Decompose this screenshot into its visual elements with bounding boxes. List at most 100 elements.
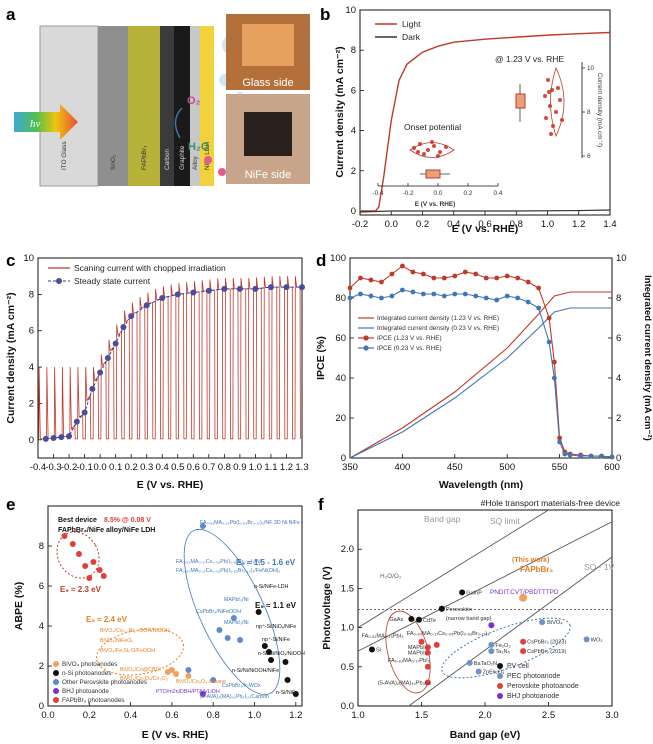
legend-dark: Dark xyxy=(402,32,421,42)
point-label: BaTaO₂N xyxy=(474,661,497,667)
ipce-123-point xyxy=(431,275,437,281)
photovoltage-point xyxy=(488,648,495,655)
y-tick-label: 2 xyxy=(39,661,44,672)
point-label: Ta₃N₅ xyxy=(495,649,509,655)
inset-x-tick-label: 0.2 xyxy=(464,190,473,197)
bhj-point xyxy=(199,691,206,697)
legend-ipce023-marker xyxy=(363,345,369,351)
point-label: GaAs xyxy=(389,617,403,623)
ipce-123-point xyxy=(441,275,447,281)
photovoltage-point xyxy=(418,638,425,645)
photovoltage-point xyxy=(424,679,431,686)
ipce-123-point xyxy=(515,275,521,281)
y2-tick-label: 6 xyxy=(616,333,621,344)
panel-e-ticks: 0.0 0.2 0.4 0.6 0.8 1.0 1.2 0 2 4 6 8 xyxy=(39,541,303,721)
onset-data-point xyxy=(432,144,436,148)
photo-nife-label: NiFe side xyxy=(245,169,291,181)
inset-x-tick-label: -0.4 xyxy=(372,190,383,197)
panel-f-title: #Hole transport materials-free device xyxy=(481,498,621,508)
x-tick-label: 1.0 xyxy=(249,462,262,473)
abpe-annotation: BiVO₄/NiFeOₓ xyxy=(100,638,133,644)
alloy-layer xyxy=(190,26,200,186)
x-tick-label: 1.5 xyxy=(415,710,428,721)
panel-e-xlabel: E (V vs. RHE) xyxy=(142,729,209,741)
legend-label: n-Si photoanodes xyxy=(62,670,111,677)
ipce-123-point xyxy=(525,279,531,285)
sno2-text: SnO₂ xyxy=(110,154,117,170)
panel-e-ylabel: ABPE (%) xyxy=(13,582,25,630)
o2-text: O₂ xyxy=(187,95,201,107)
ipce-123-point xyxy=(379,279,384,285)
carbon-text: Carbon xyxy=(164,149,171,170)
photovoltage-point xyxy=(466,659,473,666)
photo-glass-label: Glass side xyxy=(242,77,293,89)
steady-state-points xyxy=(42,284,305,442)
steady-state-point xyxy=(143,302,150,309)
steady-state-point xyxy=(236,285,243,292)
ipce-123-point xyxy=(347,285,353,291)
y-tick-label: 10 xyxy=(23,253,34,264)
series-light-line xyxy=(360,31,611,212)
panel-d: d 350 400 450 500 550 6000204060801000246810 … xyxy=(315,251,653,491)
ipce-023-point xyxy=(588,453,594,459)
ipce-123-point xyxy=(504,273,510,279)
ipce-123-point xyxy=(358,275,363,281)
perovskite-point xyxy=(237,637,244,643)
y-tick-label: 0 xyxy=(29,435,34,446)
n-si-point xyxy=(261,643,268,649)
ipce-023-point xyxy=(599,454,604,459)
panel-c-frame xyxy=(37,257,303,459)
photovoltage-point xyxy=(488,641,495,648)
x-tick-label: 0.3 xyxy=(140,462,153,473)
legend-steady-marker xyxy=(56,278,62,284)
inset-data-point xyxy=(549,132,553,136)
x-tick-label: 0.2 xyxy=(83,710,96,721)
steady-state-point xyxy=(283,284,290,291)
point-label: (narrow band gap) xyxy=(446,616,492,622)
onset-data-point xyxy=(438,150,442,154)
perovskite-point xyxy=(216,627,223,633)
point-label: CsPbBr₃ (2023) xyxy=(527,640,566,646)
series-ipce-123-line xyxy=(349,265,613,458)
panel-f-label: f xyxy=(318,495,324,514)
point-label: FA₀.₈₃MA₀.₁₇Cs₀.₀₅Pb(I₀.₈₃Br₀.₁₇)₃ xyxy=(407,631,490,637)
point-label: CdTe xyxy=(423,618,436,624)
ipce-023-point xyxy=(515,295,521,301)
inset-data-point xyxy=(543,94,547,98)
steady-state-point xyxy=(42,435,49,442)
ipce-023-point xyxy=(462,291,468,297)
series-steady-line xyxy=(45,286,302,440)
x-tick-label: 0.7 xyxy=(202,462,215,473)
panel-b-frame xyxy=(359,9,611,216)
steady-state-point xyxy=(190,289,197,296)
x-tick-label: 0.9 xyxy=(233,462,246,473)
point-label: MAPbI₃ xyxy=(408,645,427,651)
perovskite-point xyxy=(224,635,231,641)
abpe-annotation: BiVO₄/Co@CBDI xyxy=(120,667,161,673)
ipce-123-point xyxy=(473,271,479,277)
inset-data-point xyxy=(544,116,548,120)
y2-tick-label: 2 xyxy=(616,413,621,424)
inset-boxplot-box xyxy=(515,93,526,109)
x-tick-label: 1.4 xyxy=(603,219,616,230)
panel-c-xlabel: E (V vs. RHE) xyxy=(137,479,204,491)
n-si-point xyxy=(255,609,262,615)
photovoltage-point xyxy=(438,605,445,612)
panel-a-label: a xyxy=(6,5,16,24)
legend-marker xyxy=(53,670,59,676)
x-tick-label: 0.2 xyxy=(125,462,138,473)
x-tick-label: -0.3 xyxy=(45,462,61,473)
panel-c-label: c xyxy=(6,251,15,270)
y-tick-label: 8 xyxy=(351,45,356,56)
y-tick-label: 0 xyxy=(39,701,44,712)
legend-marker xyxy=(497,683,503,689)
legend-label: Perovskite photoanode xyxy=(507,683,579,690)
abpe-annotation: n-Si/Ni/NiOₓ/NiOOH xyxy=(258,651,305,657)
ipce-023-point xyxy=(525,299,531,305)
ipce-123-point xyxy=(389,271,395,277)
abpe-annotation: CsPbBr₃/NiFeOOH xyxy=(196,609,241,615)
abpe-annotation: MAPbI₃/Ni xyxy=(224,620,249,626)
panel-c-ticks: -0.4 -0.3 -0.2 -0.1 0.0 0.1 0.2 0.3 0.4 0.5 0.6 0.7… xyxy=(23,253,308,473)
photovoltage-point xyxy=(520,648,527,655)
